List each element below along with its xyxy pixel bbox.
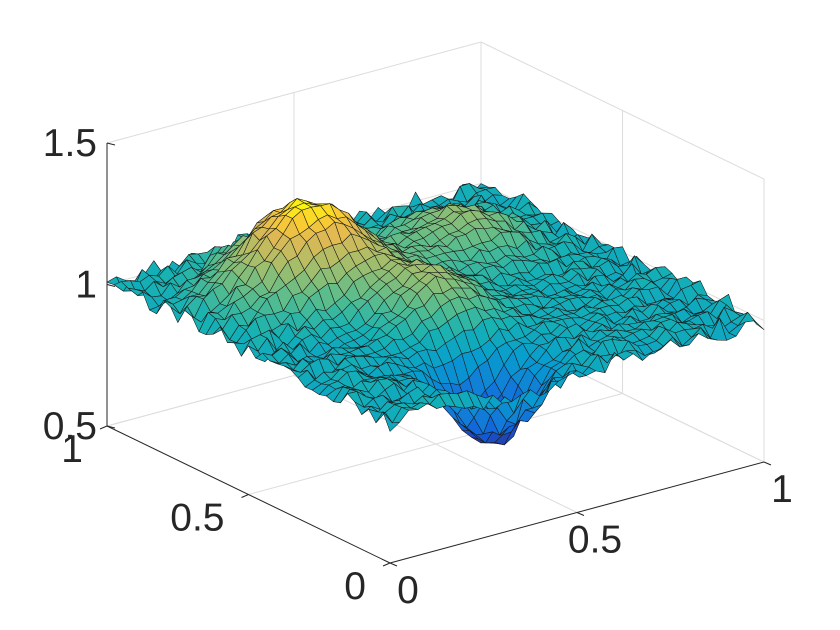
y-tick-mark — [99, 425, 108, 430]
z-tick-label: 1 — [75, 264, 97, 307]
z-tick-label: 0.5 — [43, 405, 97, 448]
x-tick-label: 1 — [771, 468, 793, 511]
surface-patch — [382, 411, 400, 432]
y-tick-label: 0.5 — [170, 497, 224, 540]
z-tick-mark — [106, 425, 116, 429]
grid-line-wall-z — [106, 41, 482, 144]
axes-lines — [99, 142, 772, 567]
y-tick-mark — [382, 562, 391, 567]
x-tick-label: 0 — [397, 569, 419, 612]
z-tick-label: 1.5 — [43, 122, 97, 165]
grid-line-wall-z — [480, 41, 765, 180]
y-tick-label: 0 — [344, 565, 366, 608]
x-tick-mark — [389, 562, 398, 567]
z-tick-mark — [106, 142, 116, 146]
y-tick-label: 1 — [61, 428, 83, 471]
x-tick-mark — [576, 512, 585, 516]
z-tick-mark — [106, 284, 116, 287]
surface-mesh — [106, 183, 765, 446]
x-tick-mark — [763, 461, 772, 466]
grid-line-floor-y — [248, 393, 623, 495]
x-tick-label: 0.5 — [568, 519, 622, 562]
y-tick-mark — [241, 494, 249, 498]
